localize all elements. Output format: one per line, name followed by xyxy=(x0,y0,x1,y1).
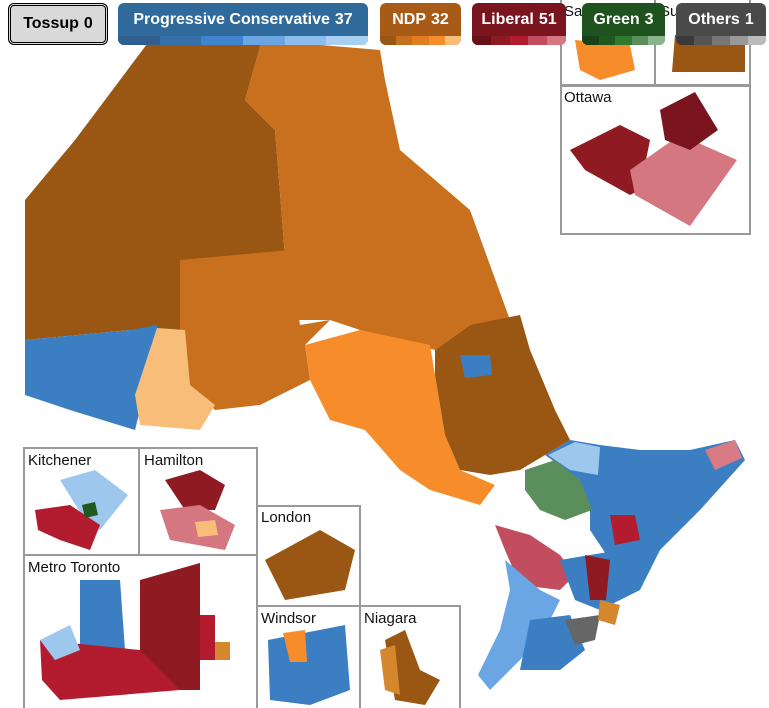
party-button[interactable]: NDP 32 xyxy=(380,3,461,45)
party-name: Green xyxy=(593,11,640,28)
riding xyxy=(35,505,100,550)
riding xyxy=(705,440,742,470)
party-name: NDP xyxy=(392,11,426,28)
button-label: Green 3 xyxy=(593,11,653,29)
riding xyxy=(200,615,215,660)
color-strip xyxy=(582,36,665,45)
riding xyxy=(380,645,400,695)
riding xyxy=(575,40,635,80)
button-label: Others 1 xyxy=(688,11,753,29)
riding xyxy=(548,442,600,475)
riding xyxy=(265,530,355,600)
party-name: Tossup xyxy=(23,15,79,32)
color-strip xyxy=(676,36,766,45)
riding xyxy=(80,580,125,650)
riding xyxy=(135,328,215,430)
color-strip xyxy=(380,36,461,45)
seat-count: 51 xyxy=(538,11,557,28)
inset-label: Windsor xyxy=(261,610,316,627)
riding xyxy=(495,525,575,590)
party-button[interactable]: Tossup 0 xyxy=(8,3,108,45)
button-label: NDP 32 xyxy=(392,11,449,29)
inset-label: Ottawa xyxy=(564,89,612,106)
riding xyxy=(195,520,218,537)
riding xyxy=(25,325,160,430)
inset-label: Hamilton xyxy=(144,452,203,469)
riding xyxy=(570,125,650,195)
riding xyxy=(460,355,492,378)
color-strip xyxy=(118,36,368,45)
party-button[interactable]: Green 3 xyxy=(582,3,665,45)
riding xyxy=(560,550,660,610)
button-label: Tossup 0 xyxy=(23,15,93,33)
riding xyxy=(525,460,592,520)
party-name: Others xyxy=(688,11,740,28)
province-map xyxy=(25,40,745,690)
riding xyxy=(598,600,620,625)
riding xyxy=(215,642,230,660)
riding xyxy=(305,330,495,505)
riding xyxy=(630,135,737,226)
seat-count: 3 xyxy=(644,11,654,28)
inset-label: Kitchener xyxy=(28,452,91,469)
riding xyxy=(435,315,570,475)
color-strip xyxy=(472,36,566,45)
party-button[interactable]: Others 1 xyxy=(676,3,766,45)
riding xyxy=(40,625,80,660)
riding xyxy=(660,92,718,150)
seat-count: 32 xyxy=(430,11,449,28)
riding xyxy=(610,515,640,545)
party-name: Liberal xyxy=(481,11,534,28)
inset-label: Niagara xyxy=(364,610,417,627)
seat-count: 1 xyxy=(744,11,754,28)
riding xyxy=(565,615,600,645)
riding xyxy=(585,555,610,600)
party-button[interactable]: Liberal 51 xyxy=(472,3,566,45)
riding xyxy=(140,563,200,690)
button-label: Liberal 51 xyxy=(481,11,556,29)
riding xyxy=(478,560,560,690)
riding xyxy=(245,40,510,350)
inset-label: Metro Toronto xyxy=(28,559,120,576)
riding xyxy=(165,470,225,510)
inset-label: London xyxy=(261,509,311,526)
party-name: Progressive Conservative xyxy=(133,11,330,28)
seat-count: 0 xyxy=(83,15,93,32)
riding xyxy=(82,502,98,518)
button-label: Progressive Conservative 37 xyxy=(133,11,352,29)
riding xyxy=(60,470,128,530)
riding xyxy=(40,640,180,700)
riding xyxy=(283,630,307,662)
riding xyxy=(180,250,330,410)
seat-count: 37 xyxy=(334,11,353,28)
party-button[interactable]: Progressive Conservative 37 xyxy=(118,3,368,45)
